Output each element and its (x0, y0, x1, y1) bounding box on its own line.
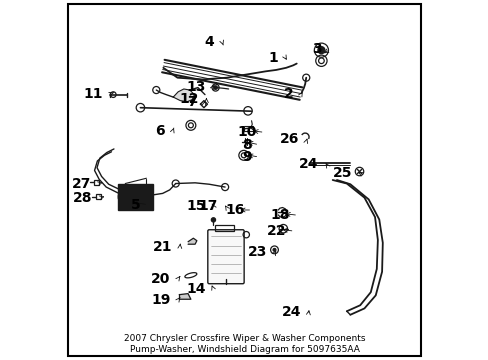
Text: 21: 21 (152, 240, 172, 254)
Text: 8: 8 (241, 138, 251, 152)
Bar (118, 184, 153, 210)
Circle shape (317, 47, 324, 54)
Text: 23: 23 (247, 245, 267, 259)
Text: 11: 11 (84, 86, 103, 100)
Text: 2: 2 (284, 86, 293, 100)
Text: 2007 Chrysler Crossfire Wiper & Washer Components
Pump-Washer, Windshield Diagra: 2007 Chrysler Crossfire Wiper & Washer C… (123, 334, 365, 355)
Text: 13: 13 (186, 80, 205, 94)
Circle shape (211, 218, 215, 222)
FancyBboxPatch shape (207, 230, 244, 284)
Text: 10: 10 (237, 125, 256, 139)
Text: 24: 24 (299, 157, 318, 171)
Text: 3: 3 (312, 42, 322, 57)
Bar (93, 180, 99, 185)
Text: 1: 1 (268, 51, 278, 65)
Circle shape (213, 86, 217, 89)
Text: 26: 26 (279, 132, 299, 147)
Text: 19: 19 (151, 293, 170, 307)
Text: 9: 9 (242, 150, 251, 164)
Text: 27: 27 (72, 176, 91, 190)
Text: 12: 12 (179, 92, 198, 106)
Polygon shape (188, 238, 197, 244)
Text: 6: 6 (155, 123, 165, 138)
Text: 4: 4 (204, 35, 214, 49)
Bar (214, 225, 233, 231)
Text: 24: 24 (281, 305, 300, 319)
Bar (96, 194, 101, 199)
Polygon shape (179, 294, 190, 299)
Text: 17: 17 (198, 199, 218, 213)
Text: 15: 15 (186, 199, 205, 213)
Text: 7: 7 (187, 95, 197, 109)
Circle shape (272, 248, 275, 251)
Text: 18: 18 (270, 208, 290, 222)
Text: 5: 5 (130, 198, 140, 212)
Polygon shape (173, 89, 194, 102)
Text: 25: 25 (332, 166, 351, 180)
Text: 20: 20 (151, 272, 170, 286)
Text: 14: 14 (186, 282, 205, 296)
Text: 16: 16 (224, 203, 244, 217)
Text: 22: 22 (267, 224, 286, 238)
Text: 28: 28 (73, 191, 93, 204)
Bar (244, 126, 252, 131)
